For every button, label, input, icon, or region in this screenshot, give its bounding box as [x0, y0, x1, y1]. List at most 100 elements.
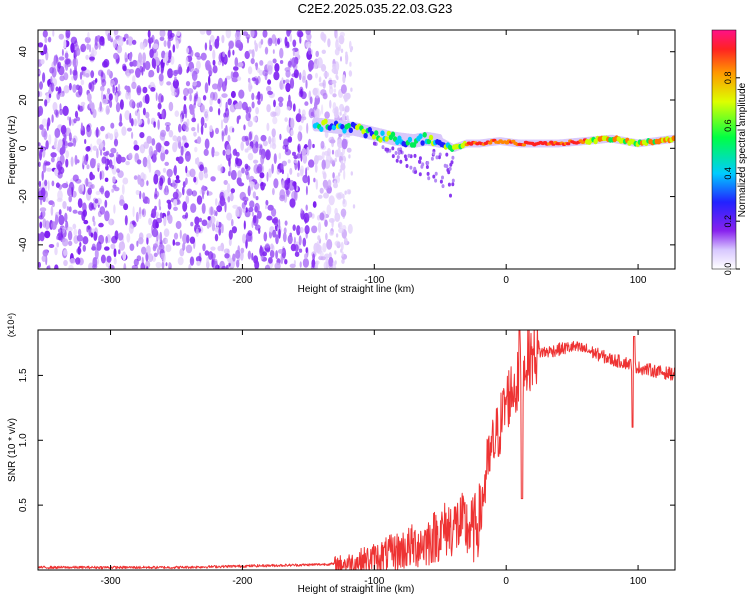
- noise-blob: [84, 154, 88, 166]
- noise-blob: [340, 241, 344, 251]
- noise-blob: [299, 35, 302, 44]
- noise-blob: [85, 177, 89, 187]
- noise-blob: [74, 110, 79, 118]
- noise-blob: [92, 264, 98, 269]
- noise-blob: [152, 43, 159, 50]
- ridge-tail: [418, 172, 422, 177]
- noise-blob: [143, 141, 149, 149]
- noise-blob: [63, 249, 68, 256]
- noise-blob: [212, 49, 216, 60]
- noise-blob: [167, 214, 173, 224]
- noise-blob: [131, 81, 137, 90]
- noise-blob: [85, 73, 90, 78]
- noise-blob: [79, 242, 82, 247]
- noise-blob: [169, 32, 175, 38]
- noise-blob: [38, 261, 41, 268]
- noise-blob: [49, 67, 55, 74]
- noise-blob: [271, 128, 276, 138]
- noise-blob: [242, 196, 249, 202]
- noise-blob: [101, 90, 104, 101]
- noise-blob: [185, 244, 193, 254]
- noise-blob: [292, 224, 296, 231]
- noise-blob: [142, 173, 147, 181]
- ridge-tail: [435, 155, 439, 160]
- noise-blob: [127, 36, 134, 46]
- noise-blob: [244, 163, 249, 170]
- noise-blob: [310, 49, 313, 55]
- noise-blob: [128, 69, 135, 74]
- noise-blob: [340, 162, 346, 171]
- noise-blob: [253, 215, 257, 224]
- noise-blob: [111, 235, 118, 244]
- noise-blob: [254, 62, 258, 67]
- noise-blob: [319, 187, 324, 194]
- noise-blob: [91, 243, 96, 251]
- noise-blob: [305, 204, 308, 211]
- noise-blob: [247, 185, 251, 197]
- noise-blob: [214, 233, 219, 242]
- noise-blob: [215, 127, 219, 135]
- noise-blob: [244, 148, 249, 153]
- ridge-core: [384, 136, 389, 142]
- noise-blob: [60, 124, 67, 135]
- noise-blob: [216, 220, 219, 227]
- noise-blob: [290, 129, 294, 136]
- noise-blob: [328, 218, 335, 223]
- noise-blob: [128, 92, 131, 101]
- noise-blob: [212, 65, 218, 74]
- snr-x-tick-label: 0: [503, 576, 509, 587]
- noise-blob: [40, 187, 46, 198]
- noise-blob: [52, 30, 55, 37]
- noise-blob: [142, 52, 147, 63]
- noise-blob: [54, 214, 59, 226]
- noise-blob: [100, 185, 105, 195]
- noise-blob: [108, 93, 113, 101]
- ridge-core: [426, 138, 432, 145]
- ridge-tail: [397, 151, 401, 155]
- noise-blob: [72, 58, 77, 66]
- ridge-tail: [432, 174, 436, 179]
- noise-blob: [189, 236, 196, 244]
- noise-blob: [248, 81, 252, 93]
- noise-blob: [174, 179, 181, 184]
- noise-blob: [247, 152, 254, 161]
- noise-blob: [113, 186, 120, 192]
- noise-blob: [215, 198, 218, 207]
- noise-blob: [288, 94, 291, 103]
- noise-blob: [65, 30, 71, 39]
- noise-blob: [86, 164, 90, 170]
- noise-blob: [263, 231, 268, 242]
- noise-blob: [83, 219, 89, 225]
- snr-y-label: SNR (10 * v/v): [7, 418, 18, 482]
- noise-blob: [244, 50, 250, 60]
- noise-blob: [267, 37, 273, 47]
- noise-blob: [39, 124, 44, 130]
- noise-blob: [342, 113, 346, 122]
- noise-blob: [94, 35, 98, 47]
- noise-blob: [43, 44, 48, 55]
- snr-x-tick-label: 100: [630, 576, 647, 587]
- noise-blob: [296, 225, 301, 236]
- noise-blob: [160, 253, 164, 259]
- noise-blob: [279, 133, 282, 141]
- noise-blob: [71, 186, 74, 198]
- colorbar-tick-label: 0.4: [723, 167, 733, 180]
- noise-blob: [267, 79, 272, 85]
- noise-blob: [109, 99, 113, 108]
- noise-blob: [278, 101, 283, 108]
- snr-y-tick-label: 1.5: [18, 368, 29, 382]
- noise-blob: [159, 212, 163, 219]
- ridge-core: [580, 140, 586, 144]
- noise-blob: [57, 61, 62, 69]
- noise-blob: [146, 236, 149, 245]
- noise-blob: [172, 44, 176, 53]
- noise-blob: [185, 81, 191, 87]
- noise-blob: [139, 132, 145, 139]
- noise-speck: [334, 250, 337, 255]
- noise-blob: [294, 251, 300, 257]
- noise-blob: [244, 209, 251, 218]
- noise-blob: [162, 167, 167, 173]
- colorbar-tick-label: 0.8: [723, 72, 733, 85]
- ridge-tail: [403, 154, 407, 159]
- ridge-core: [390, 131, 396, 138]
